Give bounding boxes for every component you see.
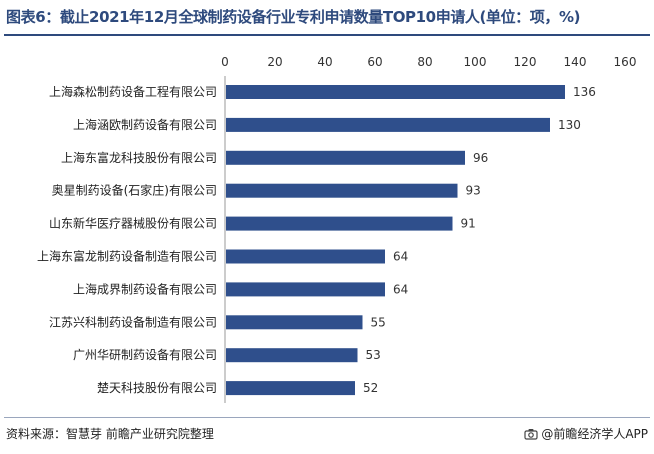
x-tick-label: 160	[614, 55, 637, 69]
value-label: 136	[573, 85, 596, 99]
x-tick-label: 20	[267, 55, 282, 69]
category-label: 广州华研制药设备有限公司	[73, 348, 217, 362]
category-label: 上海东富龙科技股份有限公司	[61, 150, 217, 165]
bar	[226, 117, 550, 132]
bar	[226, 150, 465, 165]
category-label: 上海涵欧制药设备有限公司	[73, 117, 217, 132]
bar-chart: 0 20 40 60 80 100 120 140 160 上海森松制药设备工程有限公司上海涵欧…	[37, 55, 636, 403]
category-label: 楚天科技股份有限公司	[97, 381, 217, 395]
bars	[226, 85, 565, 396]
bar	[226, 216, 453, 231]
category-label: 上海东富龙制药设备制造有限公司	[37, 249, 217, 264]
category-labels: 上海森松制药设备工程有限公司上海涵欧制药设备有限公司上海东富龙科技股份有限公司奥…	[37, 84, 217, 395]
value-label: 53	[366, 348, 381, 362]
category-label: 山东新华医疗器械股份有限公司	[49, 216, 217, 231]
x-tick-label: 100	[464, 55, 487, 69]
x-tick-label: 40	[317, 55, 332, 69]
source-note: 资料来源：智慧芽 前瞻产业研究院整理	[6, 427, 214, 441]
brand-credit: @前瞻经济学人APP	[524, 425, 648, 442]
x-tick-label: 140	[564, 55, 587, 69]
value-label: 93	[466, 184, 481, 198]
x-tick-label: 80	[417, 55, 432, 69]
category-label: 奥星制药设备(石家庄)有限公司	[52, 183, 217, 198]
chart-title: 图表6：截止2021年12月全球制药设备行业专利申请数量TOP10申请人(单位：…	[6, 8, 581, 26]
value-labels: 136 130 96 93 91 64 64 55 53 52	[363, 85, 596, 395]
category-label: 上海成界制药设备有限公司	[73, 281, 217, 296]
brand-text: @前瞻经济学人APP	[541, 427, 648, 441]
value-label: 96	[473, 151, 488, 165]
value-label: 130	[558, 118, 581, 132]
value-label: 91	[461, 217, 476, 231]
bar	[226, 282, 385, 297]
camera-icon	[524, 428, 538, 440]
x-tick-label: 120	[514, 55, 537, 69]
x-axis-ticks: 0 20 40 60 80 100 120 140 160	[221, 55, 636, 69]
title-divider	[4, 34, 650, 36]
bar	[226, 183, 458, 198]
bar	[226, 348, 358, 363]
value-label: 55	[371, 315, 386, 329]
bar	[226, 315, 363, 330]
value-label: 64	[393, 282, 408, 296]
bar	[226, 381, 355, 396]
value-label: 52	[363, 381, 378, 395]
category-label: 上海森松制药设备工程有限公司	[49, 84, 217, 99]
x-tick-label: 60	[367, 55, 382, 69]
bar	[226, 249, 385, 264]
category-label: 江苏兴科制药设备制造有限公司	[49, 315, 217, 329]
x-tick-label: 0	[221, 55, 229, 69]
value-label: 64	[393, 250, 408, 264]
bar	[226, 85, 565, 99]
footer-divider	[4, 417, 650, 418]
